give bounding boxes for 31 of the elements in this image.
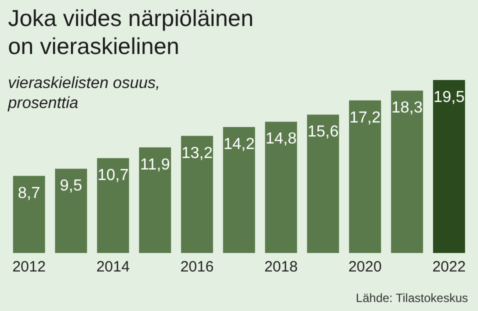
data-label: 18,3	[391, 100, 423, 117]
data-label: 10,7	[97, 167, 129, 184]
x-tick-label: 2020	[348, 258, 382, 276]
bar	[349, 100, 382, 253]
data-label: 8,7	[18, 184, 40, 202]
data-label: 14,8	[265, 130, 297, 148]
data-label: 19,5	[433, 89, 465, 106]
bar	[139, 147, 172, 253]
bar	[391, 90, 424, 253]
x-tick-label: 2012	[12, 258, 46, 276]
bar	[181, 136, 214, 253]
data-label: 14,2	[223, 136, 255, 154]
bar	[55, 168, 88, 253]
chart-subtitle: vieraskielisten osuus, prosenttia	[8, 74, 160, 114]
text: Lähde: Tilastokeskus	[356, 291, 468, 305]
chart-title: Joka viides närpiöläinen on vieraskielinen	[8, 4, 254, 60]
bar	[307, 114, 340, 253]
bar	[97, 158, 130, 253]
data-label: 13,2	[181, 144, 213, 162]
x-tick-label: 2016	[180, 258, 214, 276]
x-tick-label: 2018	[264, 258, 298, 276]
data-label: 11,9	[140, 156, 170, 174]
bar	[433, 80, 466, 253]
bar	[265, 122, 298, 253]
bar	[223, 127, 256, 253]
data-label: 15,6	[307, 124, 339, 141]
data-label: 17,2	[349, 109, 381, 126]
x-tick-label: 2022	[432, 258, 466, 276]
x-tick-label: 2014	[96, 258, 130, 276]
bar	[13, 176, 46, 253]
data-label: 9,5	[60, 178, 82, 195]
